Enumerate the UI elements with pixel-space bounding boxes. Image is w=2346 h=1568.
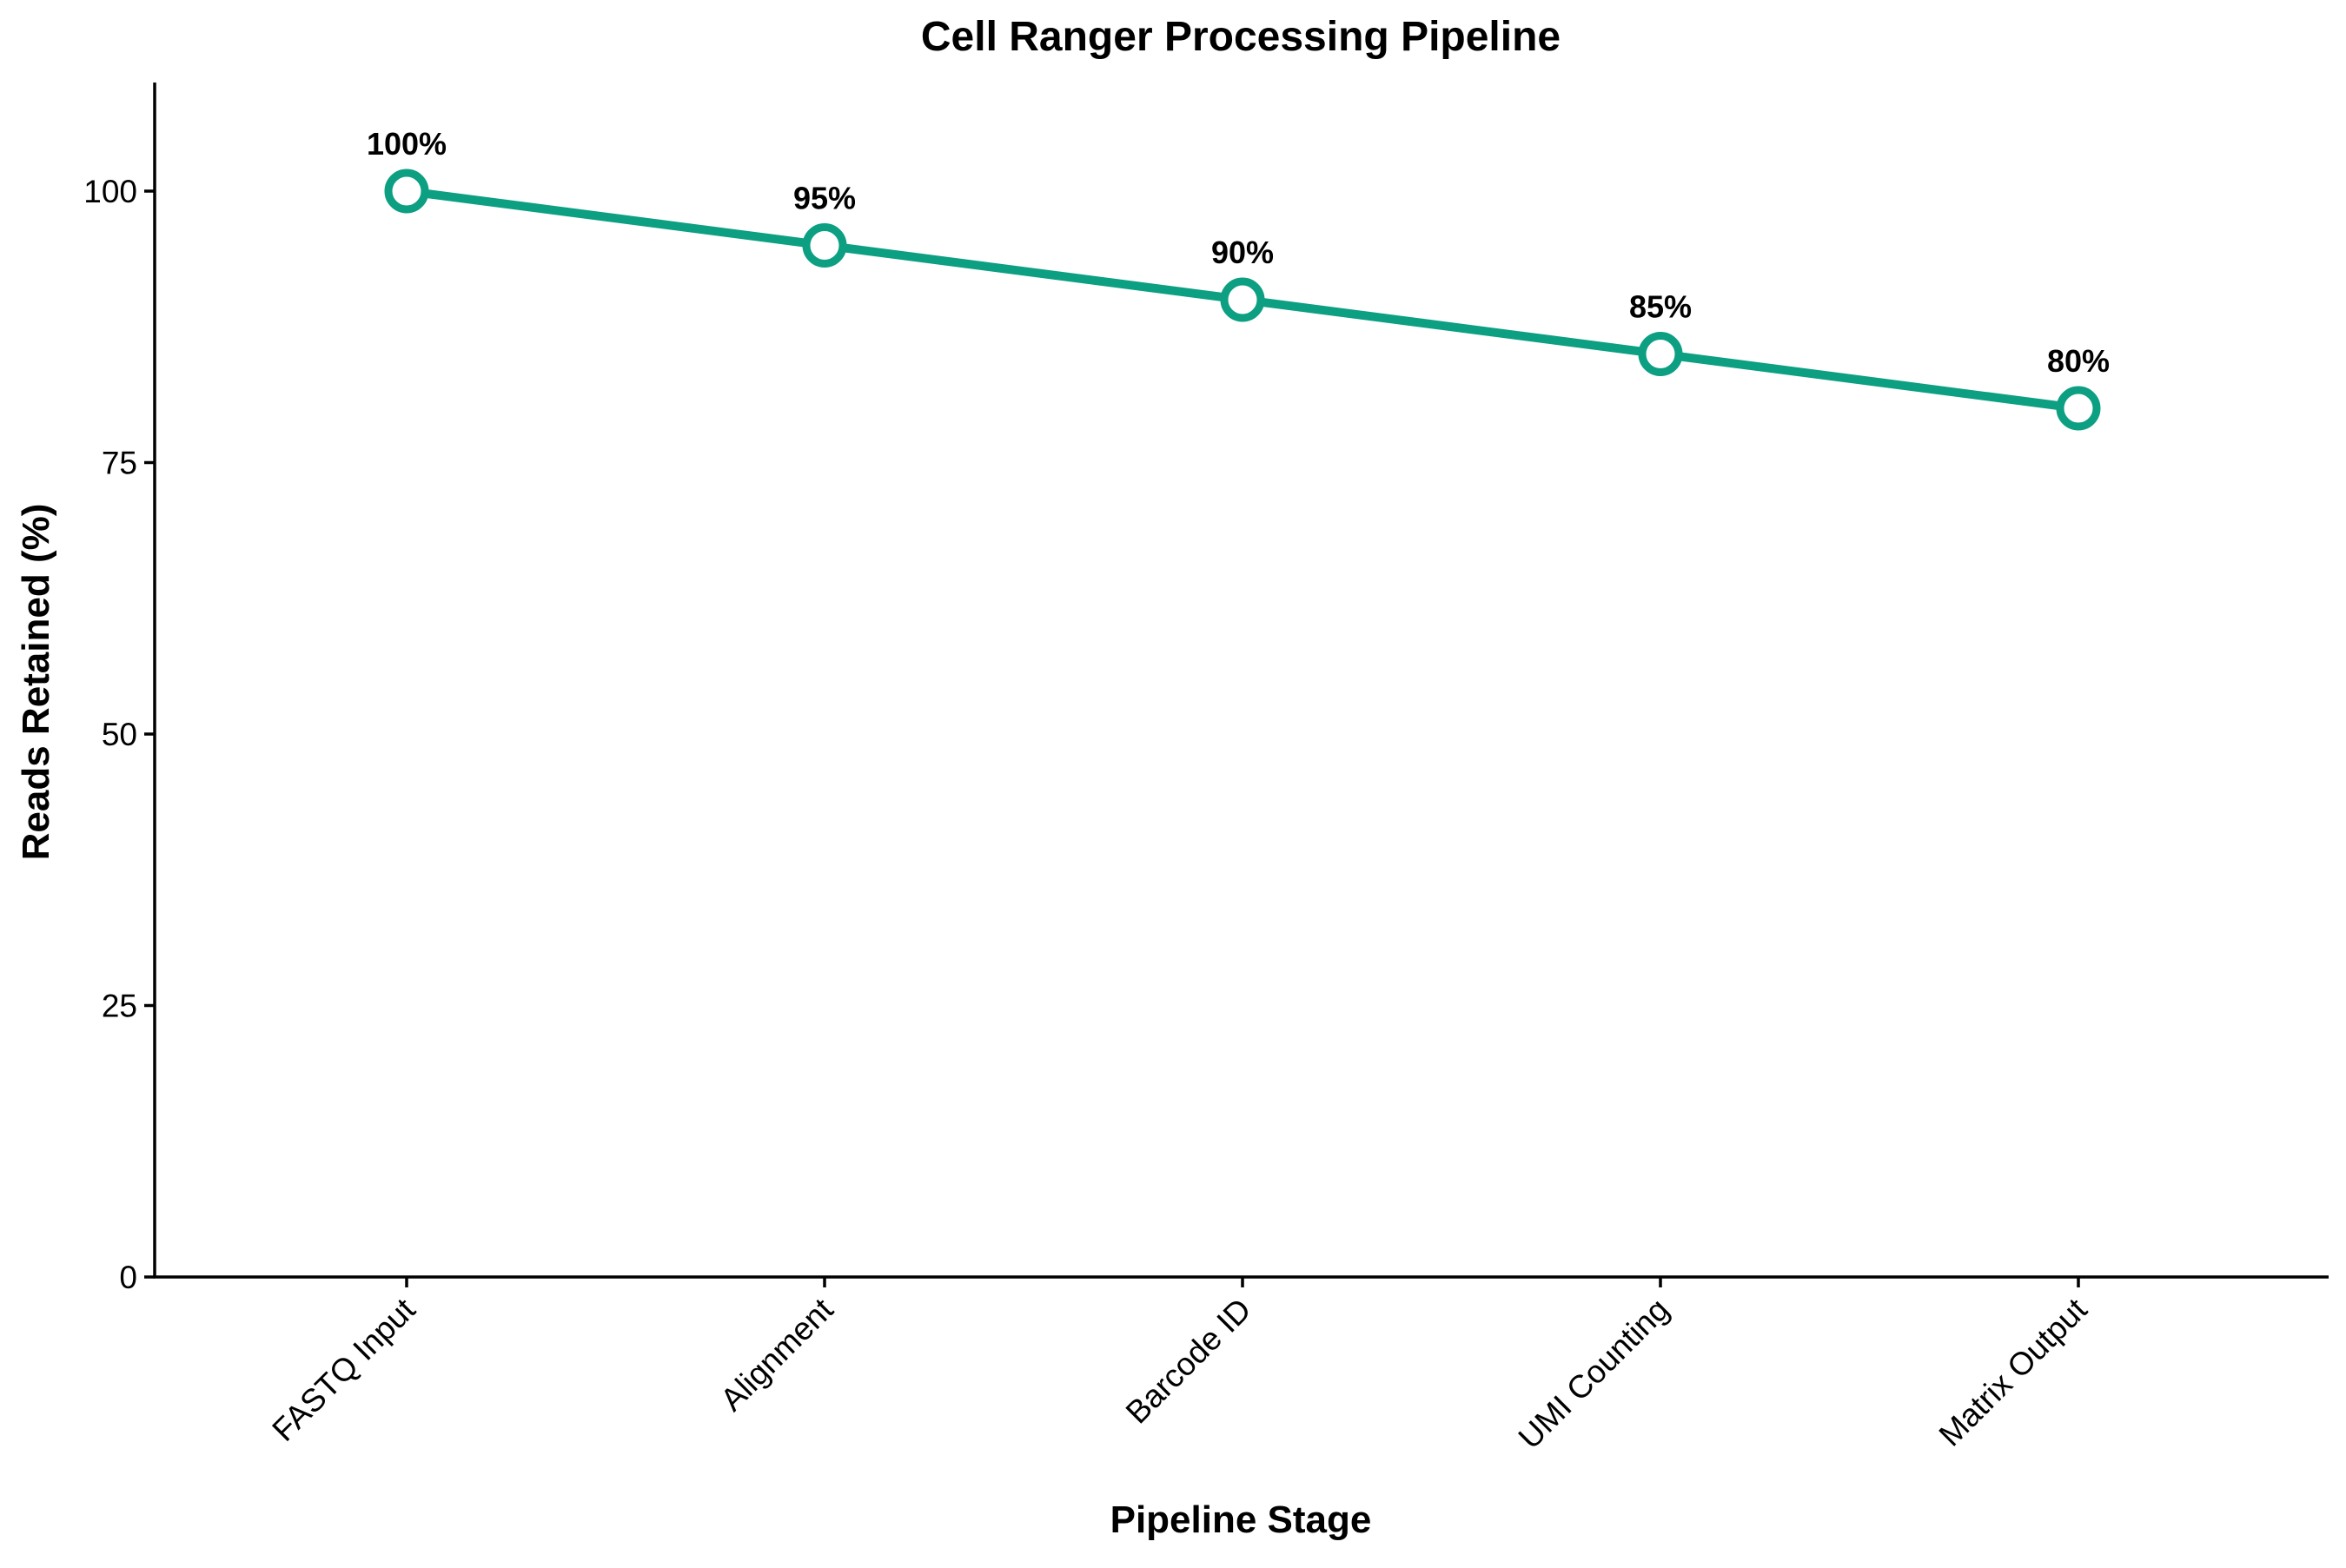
data-label: 95% <box>793 181 856 216</box>
data-label: 80% <box>2047 343 2110 379</box>
y-axis-title: Reads Retained (%) <box>15 504 57 861</box>
x-tick-label: Matrix Output <box>1932 1291 2095 1453</box>
y-tick-label: 25 <box>102 989 137 1024</box>
data-point <box>1638 332 1683 376</box>
data-point <box>384 169 429 214</box>
x-tick-label: FASTQ Input <box>265 1291 422 1448</box>
plot-area: 0 25 50 75 100 FASTQ Input Alignment Barcode ID… <box>83 83 2329 1456</box>
data-point <box>802 223 847 268</box>
x-tick-label: UMI Counting <box>1512 1292 1676 1456</box>
data-point <box>2056 386 2101 431</box>
data-point <box>1220 277 1265 322</box>
x-tick-label: Barcode ID <box>1119 1292 1258 1431</box>
data-label: 100% <box>367 126 447 162</box>
y-tick-label: 75 <box>102 446 137 481</box>
y-tick-label: 0 <box>119 1260 137 1295</box>
x-axis-title: Pipeline Stage <box>1110 1499 1372 1541</box>
y-tick-label: 50 <box>102 717 137 752</box>
data-label: 90% <box>1211 235 1274 270</box>
data-label: 85% <box>1629 289 1692 325</box>
chart-title: Cell Ranger Processing Pipeline <box>921 14 1561 60</box>
x-tick-label: Alignment <box>713 1291 840 1418</box>
y-tick-label: 100 <box>83 174 137 209</box>
